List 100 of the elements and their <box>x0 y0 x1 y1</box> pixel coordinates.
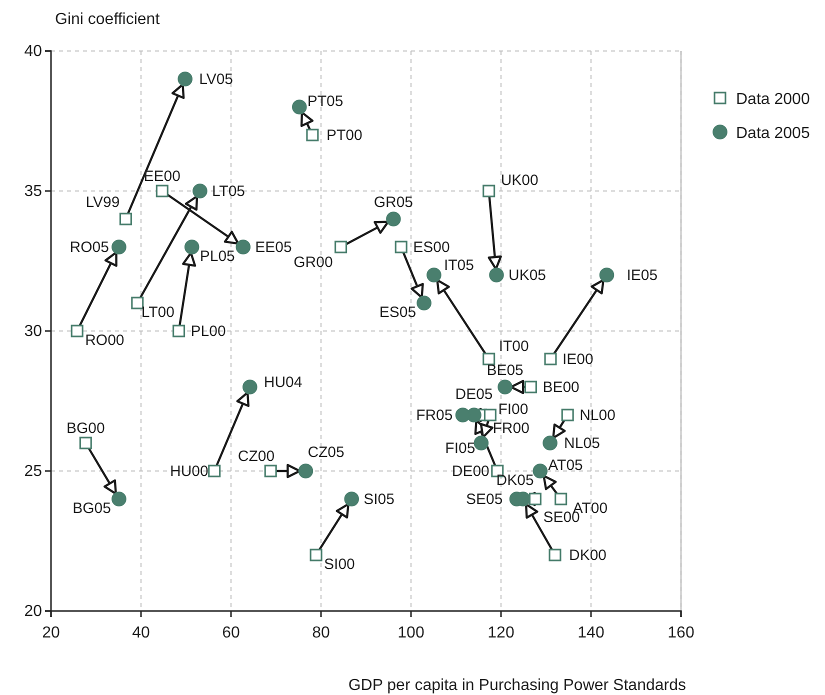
legend-label: Data 2000 <box>736 91 810 108</box>
data-label: RO00 <box>85 332 124 349</box>
point <box>528 492 542 506</box>
point <box>156 184 168 198</box>
point <box>298 464 314 478</box>
point <box>484 408 496 422</box>
data-label: PT00 <box>326 127 362 144</box>
point <box>306 128 319 142</box>
point <box>119 212 132 226</box>
data-label: FR00 <box>492 420 530 437</box>
data-label: FI00 <box>498 401 528 418</box>
x-tick-label: 60 <box>222 624 240 642</box>
data-label: SI00 <box>324 556 355 573</box>
data-label: PT05 <box>307 93 344 110</box>
data-label: GR00 <box>294 254 333 271</box>
point <box>482 184 496 198</box>
data-label: DE00 <box>452 463 490 480</box>
data-label: BE05 <box>486 362 524 379</box>
data-label: PL05 <box>200 248 235 265</box>
y-tick-label: 30 <box>24 323 42 340</box>
data-label: RO05 <box>70 239 109 256</box>
y-axis-title: Gini coefficient <box>55 11 160 28</box>
data-label: BG05 <box>72 500 111 517</box>
point <box>554 492 568 506</box>
point <box>482 352 496 366</box>
x-axis-title: GDP per capita in Purchasing Power Standards <box>348 677 686 694</box>
data-label: IE00 <box>562 351 594 368</box>
data-label: LV05 <box>199 71 234 88</box>
data-label: FI05 <box>445 440 476 457</box>
x-tick-label: 160 <box>668 624 694 642</box>
point <box>334 240 348 254</box>
point <box>394 240 408 254</box>
y-tick-label: 35 <box>24 183 42 200</box>
data-label: IT05 <box>444 257 474 274</box>
legend-label: Data 2005 <box>736 125 810 142</box>
point <box>178 72 193 86</box>
y-tick-label: 40 <box>24 43 42 60</box>
data-label: LT05 <box>212 183 246 200</box>
data-label: NL05 <box>564 435 600 452</box>
x-tick-label: 20 <box>42 624 60 642</box>
data-label: DK00 <box>569 547 607 564</box>
data-label: BG00 <box>66 420 105 437</box>
x-tick-label: 40 <box>132 624 150 642</box>
data-label: AT05 <box>548 457 583 474</box>
point <box>416 296 432 310</box>
x-tick-label: 140 <box>578 624 604 642</box>
data-label: BE00 <box>542 379 580 396</box>
x-tick-label: 120 <box>488 624 514 642</box>
y-tick-label: 25 <box>24 463 42 480</box>
data-label: ES05 <box>379 304 416 321</box>
data-label: EE00 <box>144 168 180 185</box>
point <box>489 268 504 282</box>
y-tick-label: 20 <box>24 603 42 620</box>
data-label: LV99 <box>86 194 120 211</box>
point <box>192 184 208 198</box>
data-label: FR05 <box>416 407 453 424</box>
point <box>561 408 574 422</box>
data-label: LT00 <box>141 304 174 321</box>
data-label: UK00 <box>500 172 538 189</box>
data-label: HU00 <box>170 463 208 480</box>
point <box>264 464 277 478</box>
data-label: GR05 <box>374 194 414 211</box>
point <box>242 380 258 394</box>
point <box>542 436 558 450</box>
point <box>112 240 126 254</box>
point <box>172 324 186 338</box>
data-label: HU04 <box>264 374 302 391</box>
point <box>292 100 307 114</box>
point <box>532 464 548 478</box>
point <box>310 548 322 562</box>
data-label: UK05 <box>508 267 546 284</box>
point <box>426 268 442 282</box>
point <box>544 352 557 366</box>
data-label: DE05 <box>455 386 493 403</box>
data-label: SI05 <box>364 491 394 508</box>
data-label: IE05 <box>626 267 658 284</box>
point <box>70 324 84 338</box>
point <box>79 436 92 450</box>
point <box>386 212 401 226</box>
point <box>524 380 537 394</box>
point <box>474 436 489 450</box>
data-label: ES00 <box>413 239 450 256</box>
point <box>344 492 360 506</box>
point <box>184 240 200 254</box>
data-label: EE05 <box>255 239 292 256</box>
data-label: PL00 <box>190 323 226 340</box>
point <box>112 492 126 506</box>
point <box>548 548 562 562</box>
data-label: CZ00 <box>238 448 275 465</box>
x-tick-label: 100 <box>398 624 424 642</box>
point <box>455 408 470 422</box>
data-label: IT00 <box>498 338 529 355</box>
point <box>208 464 221 478</box>
point <box>498 380 512 394</box>
x-tick-label: 80 <box>312 624 330 642</box>
point <box>599 268 614 282</box>
data-label: SE05 <box>466 491 503 508</box>
data-label: DK05 <box>496 472 534 489</box>
data-label: CZ05 <box>308 444 344 461</box>
point <box>131 296 144 310</box>
